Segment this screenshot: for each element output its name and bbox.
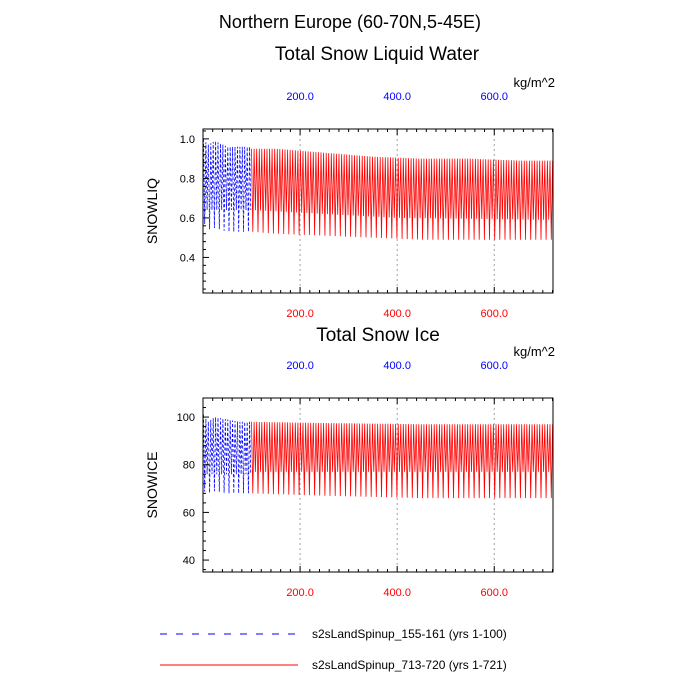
y-axis-label: SNOWLIQ (144, 178, 160, 244)
legend: s2sLandSpinup_155-161 (yrs 1-100) s2sLan… (160, 627, 507, 672)
x-tick-label-top: 600.0 (480, 360, 508, 372)
x-tick-label-bottom: 200.0 (286, 587, 314, 599)
units-label: kg/m^2 (513, 344, 555, 359)
y-axis-label: SNOWICE (144, 452, 160, 519)
x-tick-label-top: 200.0 (286, 91, 314, 103)
y-tick-label: 100 (177, 412, 195, 424)
y-tick-label: 1.0 (180, 134, 195, 146)
x-tick-label-bottom: 600.0 (480, 308, 508, 320)
data-area (203, 414, 553, 499)
series-line-2 (251, 148, 553, 240)
panel-title: Total Snow Ice (316, 325, 440, 346)
x-tick-label-top: 400.0 (383, 360, 411, 372)
y-tick-label: 0.4 (180, 252, 195, 264)
legend-label-1: s2sLandSpinup_155-161 (yrs 1-100) (312, 627, 507, 641)
x-tick-label-top: 600.0 (480, 91, 508, 103)
panel-title: Total Snow Liquid Water (275, 44, 480, 65)
panel-1: Total Snow Liquid Water kg/m^2 0.4 0.6 0.8 1.… (144, 44, 555, 320)
x-tick-label-bottom: 400.0 (383, 587, 411, 599)
x-tick-label-bottom: 600.0 (480, 587, 508, 599)
x-tick-label-bottom: 400.0 (383, 308, 411, 320)
series-line-1 (203, 138, 252, 232)
series-line-2 (251, 421, 553, 499)
panels: Total Snow Liquid Water kg/m^2 0.4 0.6 0.8 1.… (144, 44, 555, 599)
x-tick-label-top: 200.0 (286, 360, 314, 372)
series-line-1 (203, 414, 252, 494)
data-area (203, 138, 553, 240)
units-label: kg/m^2 (513, 75, 555, 90)
x-tick-label-bottom: 200.0 (286, 308, 314, 320)
y-tick-label: 0.6 (180, 213, 195, 225)
region-title: Northern Europe (60-70N,5-45E) (219, 12, 481, 32)
y-tick-label: 0.8 (180, 173, 195, 185)
legend-label-2: s2sLandSpinup_713-720 (yrs 1-721) (312, 658, 507, 672)
y-tick-label: 60 (183, 507, 195, 519)
panel-2: Total Snow Ice kg/m^2 40 60 80 100 SNOWICE 200.… (144, 325, 555, 599)
y-tick-label: 40 (183, 555, 195, 567)
y-tick-label: 80 (183, 460, 195, 472)
x-tick-label-top: 400.0 (383, 91, 411, 103)
